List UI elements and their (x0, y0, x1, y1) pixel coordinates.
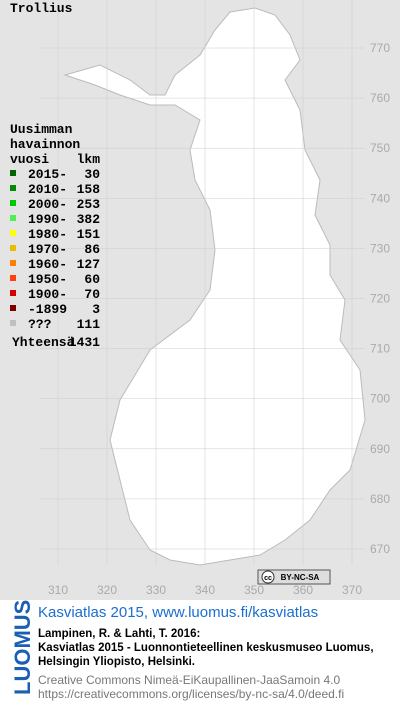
legend-column: lkm (77, 152, 101, 167)
x-axis-label: 340 (195, 583, 215, 597)
legend-count: 3 (92, 302, 100, 317)
legend-swatch (10, 290, 16, 296)
y-axis-label: 720 (370, 292, 390, 306)
y-axis-label: 700 (370, 392, 390, 406)
y-axis-label: 680 (370, 492, 390, 506)
legend-label: 1970- (28, 242, 67, 257)
legend-swatch (10, 245, 16, 251)
x-axis-label: 330 (146, 583, 166, 597)
x-axis-label: 360 (293, 583, 313, 597)
legend-count: 111 (77, 317, 101, 332)
citation: Kasviatlas 2015 - Luonnontieteellinen ke… (38, 642, 374, 654)
legend-label: ??? (28, 317, 52, 332)
legend-count: 60 (84, 272, 100, 287)
legend-label: 1900- (28, 287, 67, 302)
legend-label: 2015- (28, 167, 67, 182)
y-axis-label: 730 (370, 241, 390, 255)
y-axis-label: 710 (370, 342, 390, 356)
badge-text: BY-NC-SA (281, 573, 320, 582)
legend-label: 1960- (28, 257, 67, 272)
license-url[interactable]: https://creativecommons.org/licenses/by-… (38, 687, 344, 701)
x-axis-label: 350 (244, 583, 264, 597)
legend-swatch (10, 215, 16, 221)
badge-cc: cc (264, 575, 272, 582)
legend-swatch (10, 275, 16, 281)
legend-label: 1950- (28, 272, 67, 287)
legend-column: vuosi (10, 152, 49, 167)
legend-total-count: 1431 (69, 335, 100, 350)
legend-count: 30 (84, 167, 100, 182)
y-axis-label: 670 (370, 542, 390, 556)
legend-swatch (10, 185, 16, 191)
map-title: Trollius (10, 1, 73, 16)
legend-heading: havainnon (10, 137, 80, 152)
x-axis-label: 310 (48, 583, 68, 597)
x-axis-label: 370 (342, 583, 362, 597)
legend-count: 127 (77, 257, 100, 272)
legend-swatch (10, 170, 16, 176)
legend-label: 2000- (28, 197, 67, 212)
legend-count: 86 (84, 242, 100, 257)
legend-swatch (10, 230, 16, 236)
logo: LUOMUS (10, 600, 35, 695)
badge-frame (257, 569, 331, 585)
legend-count: 382 (77, 212, 101, 227)
legend-total-label: Yhteensä (12, 335, 75, 350)
legend-swatch (10, 305, 16, 311)
legend-count: 70 (84, 287, 100, 302)
y-axis-label: 750 (370, 141, 390, 155)
license-badge: cc BY-NC-SA (257, 569, 331, 585)
legend-swatch (10, 260, 16, 266)
legend-label: 1980- (28, 227, 67, 242)
x-axis-label: 320 (97, 583, 117, 597)
finland-outline (63, 7, 366, 566)
citation: Lampinen, R. & Lahti, T. 2016: (38, 628, 200, 640)
legend-heading: Uusimman (10, 122, 73, 137)
legend-count: 158 (77, 182, 101, 197)
y-axis-label: 690 (370, 442, 390, 456)
legend-swatch (10, 320, 16, 326)
legend-count: 253 (77, 197, 101, 212)
y-axis-label: 760 (370, 91, 390, 105)
legend-label: 2010- (28, 182, 67, 197)
footer-link[interactable]: Kasviatlas 2015, www.luomus.fi/kasviatla… (38, 604, 318, 621)
citation: Helsingin Yliopisto, Helsinki. (38, 656, 195, 668)
legend-label: 1990- (28, 212, 67, 227)
license-text: Creative Commons Nimeä-EiKaupallinen-Jaa… (38, 673, 340, 687)
badge-circle (261, 570, 275, 584)
y-axis-label: 740 (370, 191, 390, 205)
legend-count: 151 (77, 227, 101, 242)
legend-label: -1899 (28, 302, 67, 317)
y-axis-label: 770 (370, 41, 390, 55)
legend-swatch (10, 200, 16, 206)
